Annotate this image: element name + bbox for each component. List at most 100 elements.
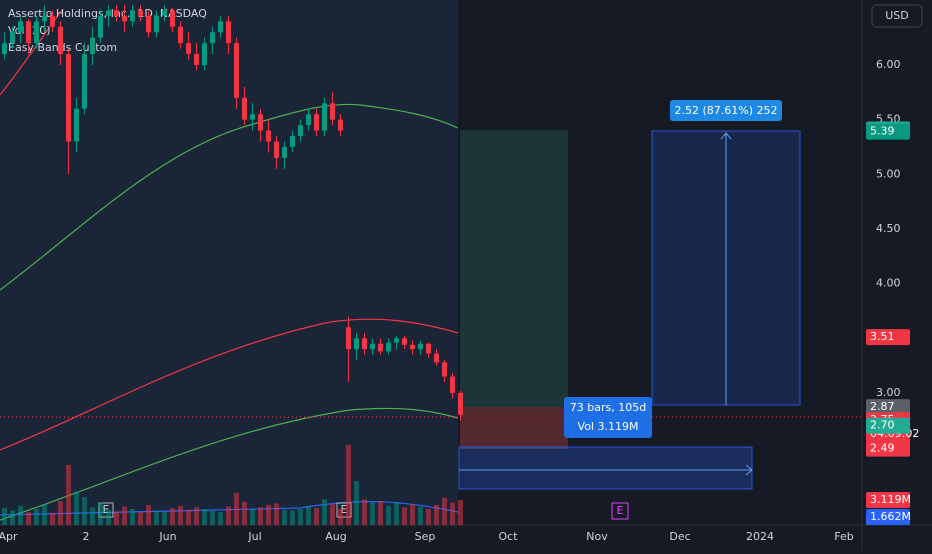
event-box[interactable] [611,502,629,520]
volume-bar [186,509,191,525]
loss-zone [460,407,568,449]
candle-body [330,103,335,120]
volume-bar [314,508,319,525]
volume-bar [34,509,39,525]
volume-bar [42,504,47,525]
price-tick-label: 4.00 [876,277,901,290]
volume-bar [74,491,79,525]
candle-body [242,97,247,120]
volume-bar [434,505,439,525]
volume-bar [10,510,15,525]
candle-body [274,141,279,158]
volume-bar [298,509,303,525]
candle-body [114,10,119,16]
volume-bar [154,510,159,525]
event-marker[interactable]: E [341,503,348,516]
volume-bar [234,493,239,525]
volume-bar [242,501,247,525]
candle-body [122,15,127,22]
candle-body [266,130,271,142]
candle-body [290,136,295,147]
price-badge-label: 5.39 [870,125,895,138]
volume-bar [178,505,183,525]
price-badge-label: 2.49 [870,442,895,455]
time-tick-label: Sep [415,530,436,543]
volume-bar [58,501,63,525]
volume-label: Vol 3.119M [578,420,639,433]
price-badge [866,399,910,416]
upper-band-2 [0,318,459,451]
arrow-head [720,132,732,140]
volume-bar [170,508,175,525]
candle-body [66,54,71,142]
profit-zone [460,130,568,407]
candle-body [258,114,263,131]
candle-body [202,43,207,65]
price-badge-label: 3.119M [870,493,911,506]
volume-bar [162,511,167,525]
candle-body [226,21,231,44]
candle-body [34,21,39,44]
candle-body [306,114,311,126]
volume-bar [306,505,311,525]
currency[interactable]: USD [885,9,909,22]
volume-bar [370,502,375,525]
candle-body [450,376,455,393]
candle-body [194,54,199,65]
volume-bar [218,512,223,525]
candle-body [218,21,223,33]
volume-bar [26,512,31,525]
candle-body [50,15,55,27]
volume-bar [282,509,287,525]
volume-bar [442,497,447,525]
price-badge-label: 3.51 [870,330,895,343]
event-marker[interactable]: E [617,504,624,517]
volume-bar [322,499,327,525]
volume-bar [290,510,295,525]
currency-button[interactable] [871,4,923,28]
candle-body [138,10,143,16]
volume-bar [82,497,87,525]
price-tick-label: 6.00 [876,58,901,71]
candle-body [162,10,167,16]
volume-bar [418,506,423,525]
price-badge [866,417,910,434]
volume-bar [362,499,367,525]
volume-bar [266,505,271,525]
candle-body [58,26,63,55]
volume-bar [122,506,127,525]
volume-bar [250,509,255,525]
candle-body [106,10,111,16]
mid-band [0,103,459,291]
candle-body [130,10,135,22]
candle-body [18,21,23,33]
candle-body [386,342,391,352]
volume-bar [202,509,207,525]
price-badge [866,492,910,508]
price-badge [866,440,910,457]
volume-bar [50,513,55,525]
candle-body [338,119,343,131]
time-tick-label: Aug [325,530,346,543]
volume-bar [354,481,359,525]
candle-body [354,338,359,350]
volume-bar [338,509,343,525]
price-badge-label: 2.70 [870,419,895,432]
candle-body [42,15,47,22]
candle-body [90,37,95,55]
range-label: 73 bars, 105d [570,401,646,414]
price-badge-label: 1.662M [870,510,911,523]
volume-bar [194,507,199,525]
candle-body [458,392,463,415]
time-tick-label: Apr [0,530,18,543]
volume-bar [130,509,135,525]
volume-bar [410,504,415,525]
volume-bar [258,507,263,525]
candle-body [282,146,287,158]
price-badge [866,123,910,140]
time-tick-label: Jul [247,530,261,543]
time-tick-label: Oct [498,530,518,543]
candle-body [346,327,351,350]
event-marker[interactable]: E [103,503,110,516]
